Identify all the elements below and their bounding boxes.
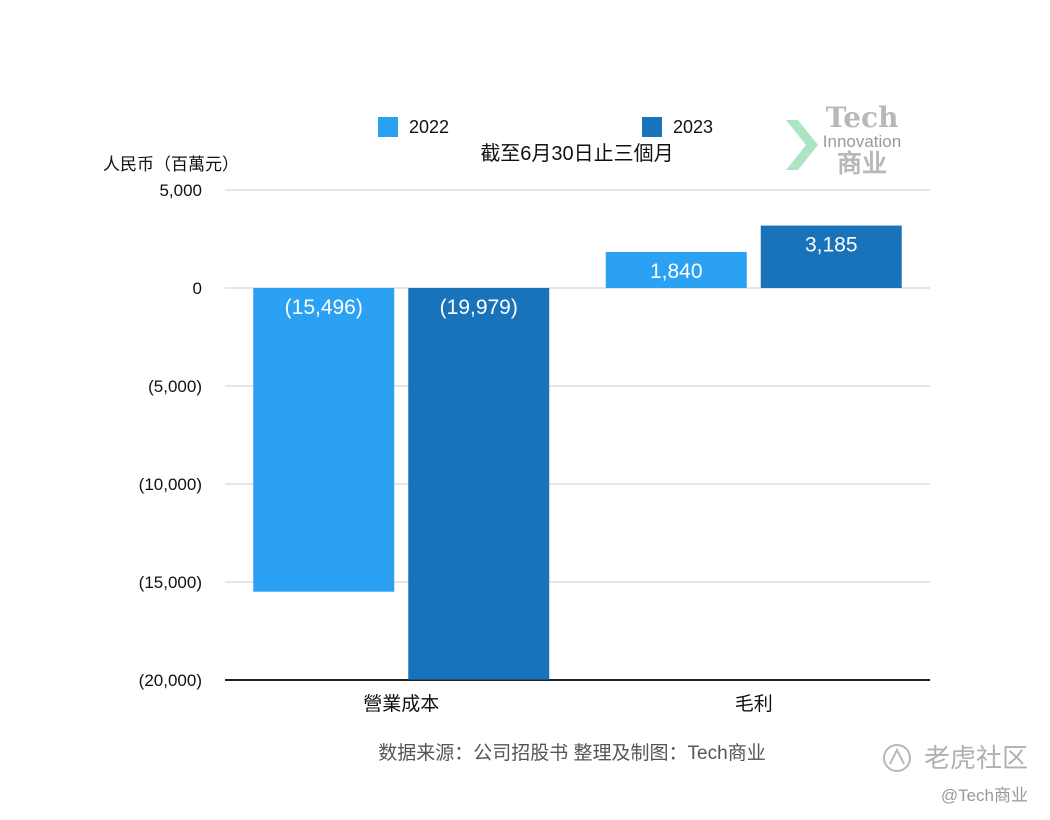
y-tick-label: (15,000) <box>139 573 202 592</box>
data-label: 3,185 <box>805 234 858 257</box>
y-tick-label: 5,000 <box>159 181 202 200</box>
data-label: (19,979) <box>440 296 518 319</box>
logo-line3: 商业 <box>837 149 887 178</box>
y-tick-label: (10,000) <box>139 475 202 494</box>
legend-swatch-2022 <box>378 117 398 137</box>
y-tick-label: 0 <box>193 279 202 298</box>
source-note: 数据来源：公司招股书 整理及制图：Tech商业 <box>378 742 765 764</box>
watermark-handle: @Tech商业 <box>941 786 1028 805</box>
data-label: 1,840 <box>650 260 703 283</box>
chart-title: 截至6月30日止三個月 <box>480 142 673 165</box>
legend-swatch-2023 <box>642 117 662 137</box>
bar-2023 <box>760 225 902 288</box>
bar-2022 <box>253 288 395 592</box>
bar-2022 <box>605 251 747 288</box>
tech-logo: Tech Innovation 商业 <box>786 101 901 178</box>
watermark-logo-icon <box>883 744 911 772</box>
y-tick-label: (5,000) <box>148 377 202 396</box>
bars <box>253 225 902 680</box>
bar-2023 <box>408 288 550 680</box>
category-label: 毛利 <box>735 693 773 715</box>
watermark-brand: 老虎社区 <box>924 743 1028 773</box>
y-tick-labels: 5,000 0 (5,000) (10,000) (15,000) (20,000) <box>139 181 202 690</box>
category-labels: 營業成本 毛利 <box>363 693 773 715</box>
data-label: (15,496) <box>285 296 363 319</box>
watermark-logo-mark <box>889 747 905 765</box>
legend: 2022 2023 <box>378 117 713 137</box>
y-tick-label: (20,000) <box>139 671 202 690</box>
category-label: 營業成本 <box>363 693 439 715</box>
logo-line2: Innovation <box>823 132 901 151</box>
legend-label: 2022 <box>409 117 449 137</box>
y-axis-label: 人民币（百萬元） <box>103 155 239 174</box>
data-labels: (15,496) (19,979) 1,840 3,185 <box>285 234 858 319</box>
legend-label: 2023 <box>673 117 713 137</box>
logo-chevron-icon <box>786 120 818 170</box>
watermark: 老虎社区 @Tech商业 <box>883 743 1028 805</box>
logo-line1: Tech <box>826 101 899 134</box>
